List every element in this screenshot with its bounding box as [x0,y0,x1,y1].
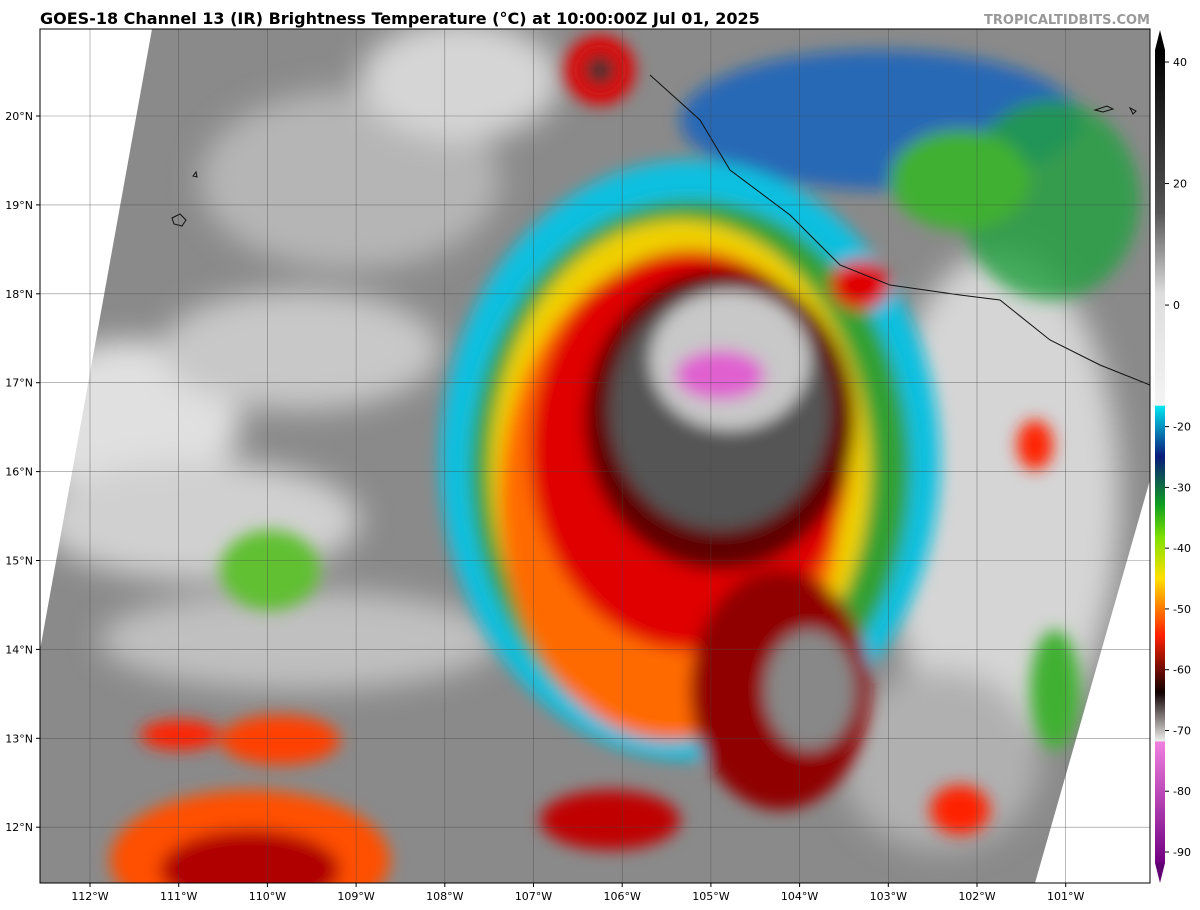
lat-label: 15°N [5,555,33,568]
lon-label: 101°W [1047,890,1084,903]
lat-label: 13°N [5,732,33,745]
labels: 20°N 19°N 18°N 17°N 16°N 15°N 14°N 13°N 12°N 112°… [5,56,1191,903]
satellite-image [40,29,1150,883]
lat-label: 12°N [5,821,33,834]
colorbar-tick-label: -80 [1173,785,1191,798]
lon-label: 103°W [870,890,907,903]
watermark: TROPICALTIDBITS.COM [984,13,1150,28]
colorbar-tick-label: 20 [1173,178,1187,191]
lat-label: 14°N [5,643,33,656]
colorbar-tick-label: -40 [1173,542,1191,555]
lon-label: 105°W [692,890,729,903]
lat-label: 16°N [5,466,33,479]
title: GOES-18 Channel 13 (IR) Brightness Tempe… [40,9,760,28]
lon-label: 110°W [249,890,286,903]
colorbar-tick-label: -90 [1173,846,1191,859]
lat-label: 17°N [5,377,33,390]
colorbar [1155,30,1165,883]
colorbar-tick-label: 0 [1173,299,1180,312]
lon-label: 112°W [71,890,108,903]
colorbar-tick-label: 40 [1173,56,1187,69]
colorbar-tick-label: -70 [1173,724,1191,737]
lon-label: 106°W [604,890,641,903]
graticule [40,29,1150,883]
lat-label: 20°N [5,110,33,123]
lon-label: 104°W [781,890,818,903]
colorbar-tick-label: -50 [1173,603,1191,616]
lat-label: 19°N [5,199,33,212]
lon-label: 107°W [515,890,552,903]
colorbar-tick-label: -30 [1173,481,1191,494]
colorbar-tick-label: -20 [1173,421,1191,434]
map-frame [39,28,1151,884]
lat-label: 18°N [5,288,33,301]
colorbar-tick-label: -60 [1173,664,1191,677]
lon-label: 109°W [337,890,374,903]
lon-label: 108°W [426,890,463,903]
lon-label: 111°W [160,890,197,903]
lon-label: 102°W [958,890,995,903]
